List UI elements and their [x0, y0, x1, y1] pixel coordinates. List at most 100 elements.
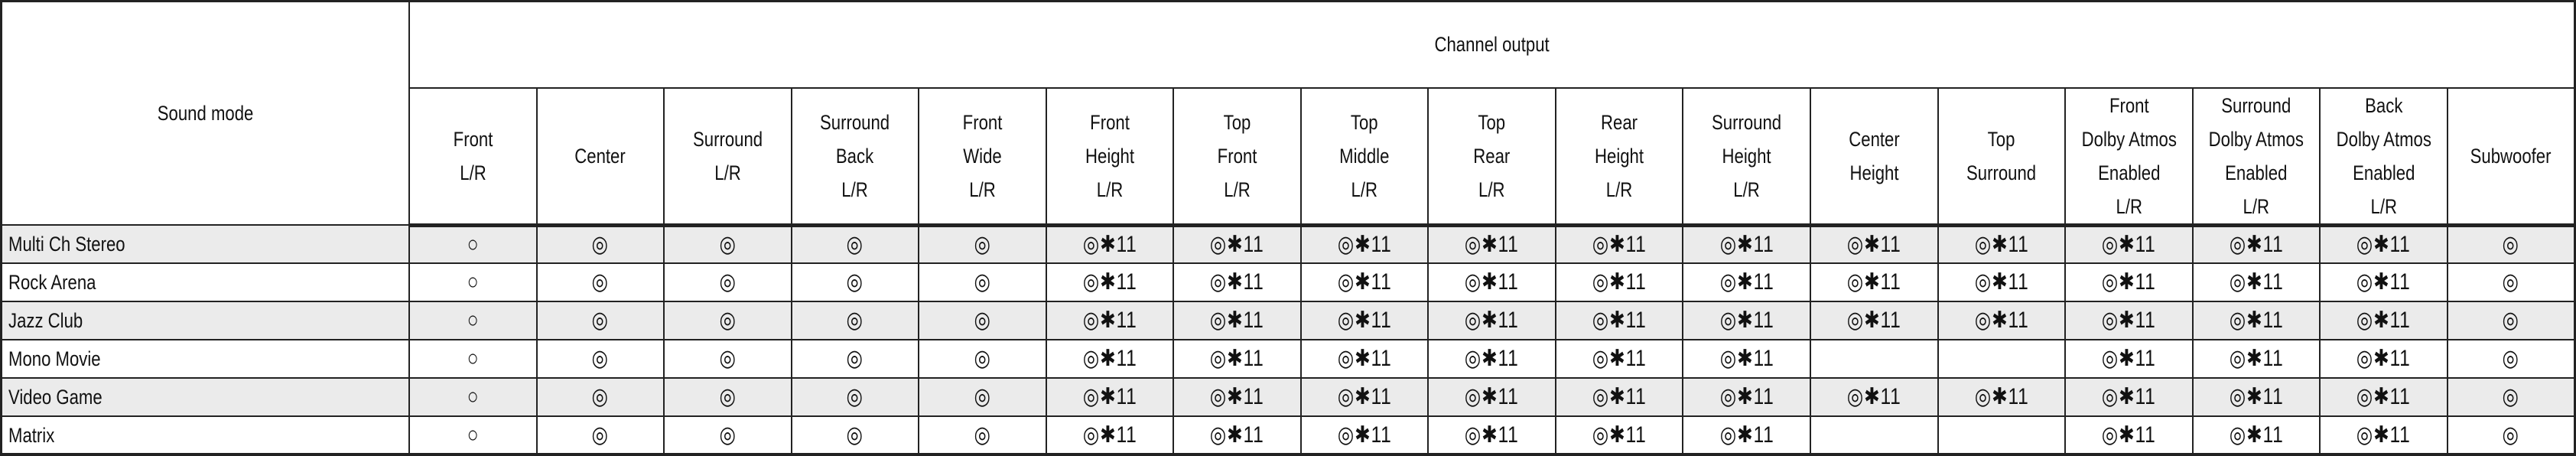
channel-cell: ◎✱11 — [2319, 377, 2448, 417]
table-row: Matrix ○ ◎ ◎ ◎ ◎ ◎✱11 ◎✱11 ◎✱11 ◎✱11 ◎✱11 ◎✱11 ◎✱11 ◎… — [0, 415, 2576, 455]
column-header-line: Wide — [963, 144, 1002, 168]
channel-cell: ◎ — [790, 415, 920, 455]
channel-mark: ◎✱11 — [1082, 384, 1137, 409]
channel-cell: ◎ — [918, 262, 1047, 302]
channel-mark: ◎✱11 — [2229, 384, 2284, 409]
channel-cell: ◎ — [663, 224, 792, 264]
channel-mark: ◎ — [974, 346, 991, 371]
channel-cell: ◎✱11 — [2319, 339, 2448, 379]
channel-mark: ◎ — [974, 384, 991, 409]
channel-cell: ◎✱11 — [1173, 262, 1302, 302]
column-header-line: L/R — [1478, 178, 1505, 201]
channel-mark: ◎✱11 — [1974, 269, 2029, 295]
channel-cell — [1810, 339, 1939, 379]
channel-cell: ○ — [408, 377, 538, 417]
channel-mark: ◎✱11 — [2356, 231, 2411, 257]
channel-mark: ◎✱11 — [1719, 308, 1774, 333]
channel-cell: ◎✱11 — [1554, 224, 1684, 264]
channel-cell: ◎✱11 — [1173, 301, 1302, 340]
channel-cell: ◎✱11 — [1427, 262, 1556, 302]
channel-cell: ◎✱11 — [1173, 339, 1302, 379]
channel-mark: ◎✱11 — [1210, 269, 1264, 295]
column-header-line: Surround — [1712, 110, 1782, 134]
channel-cell: ◎✱11 — [1299, 377, 1429, 417]
channel-cell — [1937, 339, 2067, 379]
channel-mark: ◎✱11 — [1210, 346, 1264, 371]
column-header-line: L/R — [714, 161, 741, 184]
table-row: Video Game ○ ◎ ◎ ◎ ◎ ◎✱11 ◎✱11 ◎✱11 ◎✱11 ◎✱11 ◎✱11 ◎… — [0, 377, 2576, 417]
channel-mark: ◎✱11 — [1592, 231, 1647, 257]
column-header-line: Top — [1987, 127, 2015, 151]
channel-cell: ◎ — [790, 262, 920, 302]
channel-mark: ◎✱11 — [1210, 384, 1264, 409]
channel-mark: ○ — [467, 269, 480, 295]
channel-mark: ◎✱11 — [2356, 422, 2411, 448]
channel-cell: ◎✱11 — [2319, 262, 2448, 302]
channel-cell: ◎✱11 — [1173, 415, 1302, 455]
channel-cell: ◎ — [918, 301, 1047, 340]
table-body: Multi Ch Stereo ○ ◎ ◎ ◎ ◎ ◎✱11 ◎✱11 ◎✱11 ◎✱11 ◎✱11… — [0, 224, 2576, 455]
channel-cell: ◎✱11 — [2064, 224, 2194, 264]
channel-mark: ◎✱11 — [1592, 384, 1647, 409]
channel-cell: ◎ — [2446, 224, 2576, 264]
column-header: Back Dolby Atmos Enabled L/R — [2319, 86, 2448, 227]
channel-mark: ◎✱11 — [1465, 346, 1520, 371]
column-header-line: Surround — [692, 127, 763, 151]
channel-cell: ◎ — [535, 262, 665, 302]
column-header: Rear Height L/R — [1554, 86, 1684, 227]
column-header-line: Height — [1595, 144, 1644, 168]
channel-mark: ◎ — [591, 308, 609, 333]
channel-cell: ◎ — [918, 224, 1047, 264]
channel-mark: ◎✱11 — [2101, 346, 2156, 371]
sound-mode-label: Matrix — [8, 423, 55, 447]
column-header-line: L/R — [1605, 178, 1633, 201]
channel-mark: ◎✱11 — [1719, 346, 1774, 371]
channel-cell: ◎ — [918, 377, 1047, 417]
channel-mark: ◎ — [591, 384, 609, 409]
channel-cell: ◎✱11 — [1810, 301, 1939, 340]
channel-mark: ◎✱11 — [1465, 269, 1520, 295]
column-header-row: Front L/R Center Surround L/R Surround Back L/R… — [2, 86, 2576, 227]
column-header: Top Middle L/R — [1299, 86, 1429, 227]
channel-mark: ◎✱11 — [2229, 231, 2284, 257]
column-header: Front L/R — [408, 86, 538, 227]
channel-mark: ○ — [467, 422, 480, 448]
channel-mark: ○ — [467, 231, 480, 257]
channel-mark: ◎✱11 — [2229, 346, 2284, 371]
sound-mode-name: Jazz Club — [0, 301, 410, 340]
channel-mark: ◎✱11 — [1465, 422, 1520, 448]
sound-mode-name: Rock Arena — [0, 262, 410, 302]
channel-mark: ◎✱11 — [1210, 422, 1264, 448]
table-row: Jazz Club ○ ◎ ◎ ◎ ◎ ◎✱11 ◎✱11 ◎✱11 ◎✱11 ◎✱11 ◎✱11 ◎✱… — [0, 301, 2576, 340]
channel-cell: ◎ — [2446, 262, 2576, 302]
channel-cell: ◎✱11 — [1937, 377, 2067, 417]
channel-cell: ◎✱11 — [1299, 262, 1429, 302]
channel-cell: ◎ — [2446, 301, 2576, 340]
column-header-line: Center — [574, 144, 626, 168]
channel-mark: ◎✱11 — [2101, 422, 2156, 448]
channel-mark: ◎✱11 — [2229, 269, 2284, 295]
channel-cell: ○ — [408, 339, 538, 379]
column-header: Surround Dolby Atmos Enabled L/R — [2191, 86, 2321, 227]
channel-cell: ◎✱11 — [1682, 262, 1812, 302]
channel-cell: ◎✱11 — [1937, 224, 2067, 264]
channel-cell: ◎✱11 — [2064, 377, 2194, 417]
channel-cell: ◎✱11 — [1937, 301, 2067, 340]
channel-output-header: Channel output — [408, 0, 2576, 89]
channel-mark: ◎ — [846, 384, 864, 409]
column-header-line: Enabled — [2097, 161, 2161, 184]
channel-cell: ◎ — [918, 415, 1047, 455]
channel-mark: ◎✱11 — [2356, 308, 2411, 333]
column-header-line: Back — [836, 144, 874, 168]
channel-cell: ◎✱11 — [2319, 301, 2448, 340]
column-header-line: Center — [1849, 127, 1900, 151]
channel-cell: ◎✱11 — [2191, 301, 2321, 340]
channel-mark: ◎✱11 — [1082, 346, 1137, 371]
column-header: Top Front L/R — [1173, 86, 1302, 227]
channel-mark: ◎✱11 — [1465, 308, 1520, 333]
column-header: Surround L/R — [663, 86, 792, 227]
channel-cell: ◎✱11 — [2191, 415, 2321, 455]
channel-mark: ◎✱11 — [2356, 384, 2411, 409]
channel-mark: ○ — [467, 346, 480, 371]
channel-cell: ◎ — [2446, 377, 2576, 417]
